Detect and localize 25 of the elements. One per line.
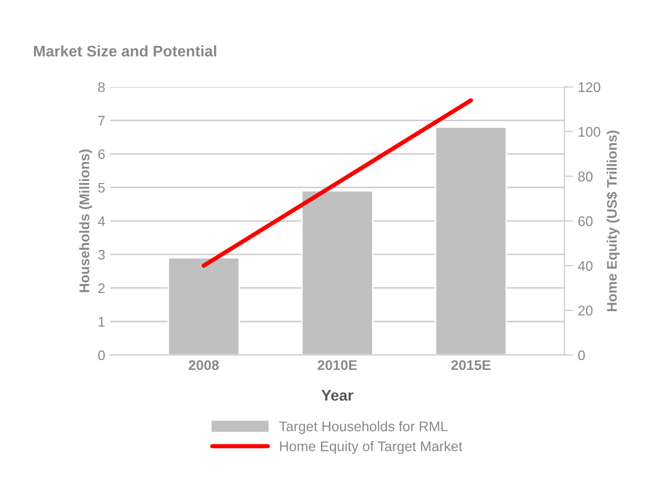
y-tick-label: 8 <box>98 82 105 92</box>
legend-label: Target Households for RML <box>279 421 448 434</box>
y-tick-label: 0 <box>98 350 105 360</box>
chart-title: Market Size and Potential <box>34 45 216 57</box>
y2-tick-label: 20 <box>578 306 593 316</box>
y2-tick-label: 80 <box>578 172 593 182</box>
y-axis-title: Households (Millions) <box>79 150 92 292</box>
y2-tick-label: 40 <box>578 260 593 271</box>
y2-tick-label: 100 <box>578 126 600 137</box>
x-axis-title: Year <box>321 390 354 401</box>
y2-axis-title: Home Equity (US$ Trillions) <box>606 130 620 312</box>
y-tick-label: 1 <box>98 316 105 327</box>
y-tick-label: 4 <box>98 216 105 226</box>
y-tick-label: 6 <box>98 149 105 160</box>
y2-tick-label: 60 <box>578 216 593 226</box>
legend-label: Home Equity of Target Market <box>280 441 462 454</box>
x-tick-label: 2015E <box>451 360 490 370</box>
y-tick-label: 3 <box>98 250 105 260</box>
y-tick-label: 2 <box>98 283 105 294</box>
y2-tick-label: 0 <box>578 350 585 360</box>
x-tick-label: 2010E <box>318 360 357 370</box>
y2-tick-label: 120 <box>578 82 600 92</box>
y-tick-label: 5 <box>98 182 105 193</box>
y-tick-label: 7 <box>98 116 105 126</box>
x-tick-label: 2008 <box>188 360 219 370</box>
